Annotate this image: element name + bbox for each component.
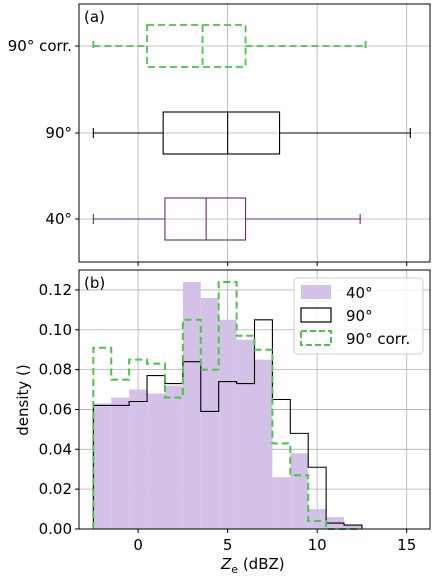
legend-swatch-90 <box>300 307 332 323</box>
category-label: 90° corr. <box>8 37 72 55</box>
panel-a-tag: (a) <box>84 8 105 26</box>
panel-b-frame <box>78 269 431 530</box>
hist-bar-40 <box>272 477 291 529</box>
hist-bar-40 <box>200 297 219 529</box>
y-tick-label: 0.08 <box>39 361 72 379</box>
x-axis-label-sub: e <box>231 563 238 576</box>
hist-bar-40 <box>111 397 130 529</box>
panel-b-x-ticks: 0 5 10 15 <box>133 529 416 554</box>
hist-bar-40 <box>164 385 183 529</box>
panel-a-x-ticks <box>137 262 408 266</box>
x-tick-label: 15 <box>397 536 416 554</box>
legend-label-90-corr: 90° corr. <box>346 330 410 348</box>
x-axis-label-unit: (dBZ) <box>238 555 285 573</box>
panel-b-hist-40 <box>93 281 362 529</box>
box-iqr <box>146 24 247 68</box>
y-tick-label: 0.04 <box>39 440 72 458</box>
x-axis-label-main: Z <box>220 555 232 573</box>
y-tick-label: 0.10 <box>39 321 72 339</box>
legend-swatch-90-corr <box>300 330 332 346</box>
hist-bar-40 <box>147 393 165 529</box>
hist-bar-40 <box>236 339 255 529</box>
box-plot <box>92 197 361 241</box>
panel-b-hist-steps <box>92 280 363 530</box>
x-axis-label: Ze (dBZ) <box>220 555 285 576</box>
hist-step-90 <box>92 319 363 529</box>
hist-bar-40 <box>218 319 237 529</box>
hist-step-90-corr <box>92 280 362 530</box>
legend-swatch-40 <box>301 285 331 299</box>
legend: 40° 90° 90° corr. <box>293 277 424 355</box>
box-plot <box>92 111 411 155</box>
hist-bar-40 <box>182 281 201 529</box>
panel-a-category-labels: 90° corr. 90° 40° <box>8 37 79 228</box>
y-tick-label: 0.06 <box>39 400 72 418</box>
y-axis-label: density () <box>14 364 32 435</box>
x-tick-label: 5 <box>223 536 233 554</box>
hist-bar-40 <box>290 453 309 529</box>
x-tick-label: 10 <box>308 536 327 554</box>
x-tick-label: 0 <box>133 536 143 554</box>
hist-bar-40 <box>129 389 148 529</box>
hist-bar-40 <box>254 359 273 529</box>
hist-bar-40 <box>308 509 327 529</box>
category-label: 90° <box>45 124 72 142</box>
category-label: 40° <box>45 210 72 228</box>
y-tick-label: 0.02 <box>39 480 72 498</box>
box-plot <box>92 24 367 68</box>
y-tick-label: 0.00 <box>39 520 72 538</box>
panel-b-tag: (b) <box>84 274 105 292</box>
legend-label-40: 40° <box>346 284 373 302</box>
legend-label-90: 90° <box>346 307 373 325</box>
panel-a: 90° corr. 90° 40° (a) <box>8 3 431 266</box>
panel-b: 0 5 10 15 0.000.020.040.060.080.100.12 (b) … <box>14 269 431 576</box>
hist-bar-40 <box>93 403 112 529</box>
hist-bar-40 <box>344 525 362 529</box>
y-tick-label: 0.12 <box>39 281 72 299</box>
panel-b-y-ticks: 0.00 0.02 0.04 0.06 0.08 0.10 0.12 <box>39 281 79 538</box>
panel-a-boxes <box>92 24 411 241</box>
